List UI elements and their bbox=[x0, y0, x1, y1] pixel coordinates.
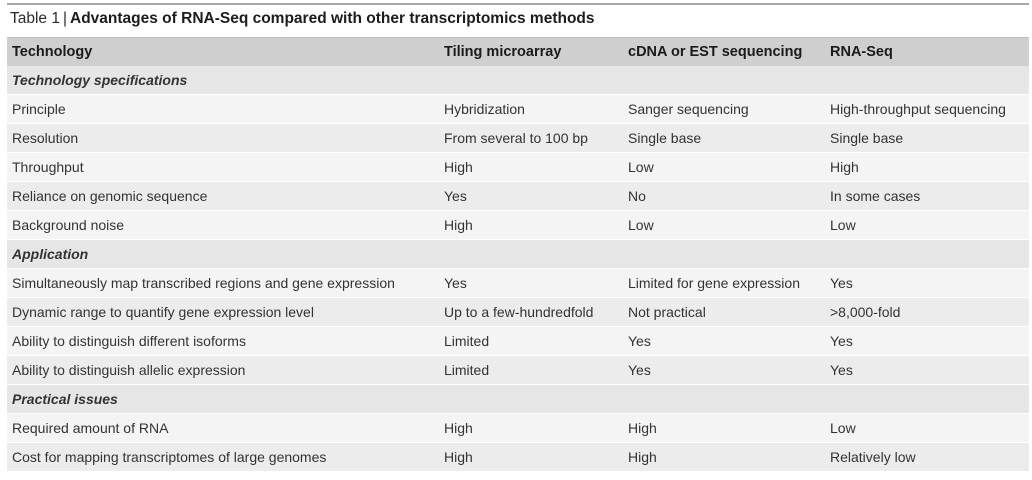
cell-rna-seq: High-throughput sequencing bbox=[830, 101, 1006, 117]
caption-label: Table 1 bbox=[10, 10, 60, 27]
cell-cdna-est-sequencing: Limited for gene expression bbox=[628, 275, 800, 291]
cell-cdna-est-sequencing: Low bbox=[628, 217, 654, 233]
table-row: Throughput High Low High bbox=[7, 152, 1029, 181]
cell-tiling-microarray: Yes bbox=[444, 275, 467, 291]
top-rule bbox=[7, 3, 1029, 5]
row-label: Ability to distinguish allelic expressio… bbox=[12, 362, 246, 378]
cell-rna-seq: Low bbox=[830, 420, 856, 436]
table-row: Simultaneously map transcribed regions a… bbox=[7, 268, 1029, 297]
cell-rna-seq: Yes bbox=[830, 275, 853, 291]
comparison-table: Technology Tiling microarray cDNA or EST… bbox=[7, 37, 1029, 471]
caption-title: Advantages of RNA-Seq compared with othe… bbox=[70, 10, 595, 27]
cell-tiling-microarray: From several to 100 bp bbox=[444, 130, 588, 146]
cell-rna-seq: >8,000-fold bbox=[830, 304, 901, 320]
cell-tiling-microarray: Limited bbox=[444, 362, 490, 378]
row-label: Simultaneously map transcribed regions a… bbox=[12, 275, 395, 291]
section-title: Application bbox=[12, 246, 89, 262]
cell-tiling-microarray: Yes bbox=[444, 188, 467, 204]
table-row: Resolution From several to 100 bp Single b… bbox=[7, 123, 1029, 152]
row-label: Throughput bbox=[12, 159, 84, 175]
header-rna-seq: RNA-Seq bbox=[830, 44, 893, 60]
header-tiling-microarray: Tiling microarray bbox=[444, 44, 562, 60]
section-header-row: Technology specifications bbox=[7, 66, 1029, 94]
table-row: Ability to distinguish allelic expressio… bbox=[7, 355, 1029, 384]
cell-tiling-microarray: Limited bbox=[444, 333, 490, 349]
cell-tiling-microarray: Hybridization bbox=[444, 101, 525, 117]
cell-cdna-est-sequencing: Low bbox=[628, 159, 654, 175]
cell-cdna-est-sequencing: High bbox=[628, 449, 657, 465]
cell-rna-seq: Yes bbox=[830, 333, 853, 349]
table-row: Ability to distinguish different isoform… bbox=[7, 326, 1029, 355]
cell-tiling-microarray: Up to a few-hundredfold bbox=[444, 304, 594, 320]
cell-rna-seq: Low bbox=[830, 217, 856, 233]
section-header-row: Practical issues bbox=[7, 384, 1029, 413]
cell-tiling-microarray: High bbox=[444, 449, 473, 465]
cell-cdna-est-sequencing: Yes bbox=[628, 362, 651, 378]
cell-cdna-est-sequencing: Yes bbox=[628, 333, 651, 349]
table-row: Cost for mapping transcriptomes of large… bbox=[7, 442, 1029, 471]
row-label: Principle bbox=[12, 101, 66, 117]
header-technology: Technology bbox=[12, 44, 93, 60]
table-row: Required amount of RNA High High Low bbox=[7, 413, 1029, 442]
row-label: Dynamic range to quantify gene expressio… bbox=[12, 304, 314, 320]
caption-separator: | bbox=[62, 10, 68, 27]
row-label: Resolution bbox=[12, 130, 79, 146]
table-body: Technology specifications Principle Hybrid… bbox=[7, 66, 1029, 471]
cell-rna-seq: In some cases bbox=[830, 188, 921, 204]
table-header-row: Technology Tiling microarray cDNA or EST… bbox=[7, 37, 1029, 66]
cell-tiling-microarray: High bbox=[444, 217, 473, 233]
cell-cdna-est-sequencing: No bbox=[628, 188, 646, 204]
header-cdna-est-sequencing: cDNA or EST sequencing bbox=[628, 44, 803, 60]
table-row: Background noise High Low Low bbox=[7, 210, 1029, 239]
cell-cdna-est-sequencing: Not practical bbox=[628, 304, 706, 320]
cell-tiling-microarray: High bbox=[444, 159, 473, 175]
section-header-row: Application bbox=[7, 239, 1029, 268]
cell-rna-seq: Single base bbox=[830, 130, 904, 146]
table-row: Principle Hybridization Sanger sequencing H… bbox=[7, 94, 1029, 123]
section-title: Practical issues bbox=[12, 391, 118, 407]
cell-rna-seq: Relatively low bbox=[830, 449, 916, 465]
cell-cdna-est-sequencing: Single base bbox=[628, 130, 702, 146]
cell-cdna-est-sequencing: Sanger sequencing bbox=[628, 101, 749, 117]
section-title: Technology specifications bbox=[12, 72, 188, 88]
row-label: Reliance on genomic sequence bbox=[12, 188, 208, 204]
row-label: Required amount of RNA bbox=[12, 420, 169, 436]
table-row: Reliance on genomic sequence Yes No In some… bbox=[7, 181, 1029, 210]
cell-cdna-est-sequencing: High bbox=[628, 420, 657, 436]
cell-tiling-microarray: High bbox=[444, 420, 473, 436]
table-row: Dynamic range to quantify gene expressio… bbox=[7, 297, 1029, 326]
cell-rna-seq: High bbox=[830, 159, 859, 175]
row-label: Cost for mapping transcriptomes of large… bbox=[12, 449, 327, 465]
row-label: Background noise bbox=[12, 217, 125, 233]
row-label: Ability to distinguish different isoform… bbox=[12, 333, 246, 349]
cell-rna-seq: Yes bbox=[830, 362, 853, 378]
table-caption: Table 1 | Advantages of RNA-Seq compared w… bbox=[10, 10, 595, 28]
